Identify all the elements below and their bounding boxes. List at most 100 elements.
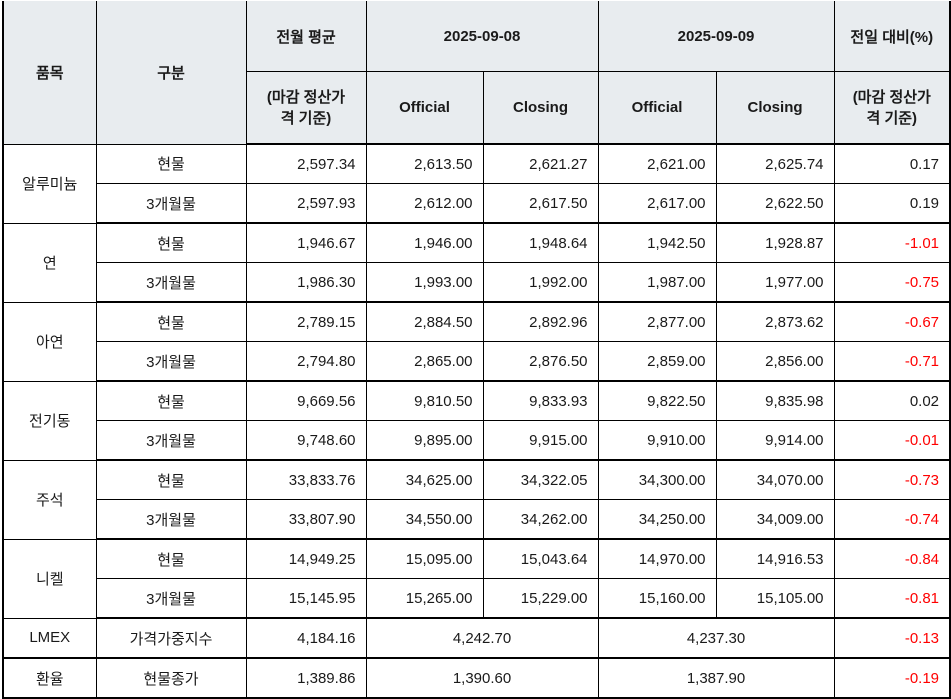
header-change: 전일 대비(%) (833, 1, 951, 72)
d1-closing-cell: 9,833.93 (482, 380, 599, 421)
prev-avg-cell: 2,794.80 (245, 341, 367, 382)
table-row: 3개월물 33,807.90 34,550.00 34,262.00 34,25… (3, 499, 951, 540)
change-cell: -0.74 (833, 499, 951, 540)
category-cell: 현물 (95, 143, 247, 184)
d2-official-cell: 9,910.00 (597, 420, 717, 461)
table-row: 3개월물 9,748.60 9,895.00 9,915.00 9,910.00… (3, 420, 951, 461)
table-row: LMEX 가격가중지수 4,184.16 4,242.70 4,237.30 -… (2, 617, 951, 659)
d1-official-cell: 2,865.00 (365, 341, 484, 382)
item-cell: 주석 (2, 459, 97, 540)
category-cell: 현물 (95, 301, 247, 342)
table-row: 주석 현물 33,833.76 34,625.00 34,322.05 34,3… (2, 459, 951, 540)
d2-closing-cell: 2,625.74 (715, 143, 835, 184)
prev-avg-cell: 1,986.30 (245, 262, 367, 303)
d1-closing-cell: 2,617.50 (482, 183, 599, 224)
category-cell: 3개월물 (95, 499, 247, 540)
table-row: 알루미늄 현물 2,597.34 2,613.50 2,621.27 2,621… (2, 143, 951, 224)
change-cell: 0.17 (833, 143, 951, 184)
table-row: 환율 현물종가 1,389.86 1,390.60 1,387.90 -0.19 (2, 657, 951, 699)
table-row: 3개월물 15,145.95 15,265.00 15,229.00 15,16… (3, 578, 951, 619)
d2-official-cell: 15,160.00 (597, 578, 717, 619)
d1-official-cell: 34,625.00 (365, 459, 484, 500)
item-cell: 알루미늄 (2, 143, 97, 224)
prev-avg-cell: 2,597.34 (245, 143, 367, 184)
d1-closing-cell: 1,948.64 (482, 222, 599, 263)
d1-closing-cell: 15,229.00 (482, 578, 599, 619)
category-cell: 현물 (95, 222, 247, 263)
header-change-sub: (마감 정산가 격 기준) (833, 71, 951, 145)
d1-closing-cell: 2,892.96 (482, 301, 599, 342)
d1-official-cell: 1,946.00 (365, 222, 484, 263)
d1-official-cell: 2,884.50 (365, 301, 484, 342)
change-cell: -0.71 (833, 341, 951, 382)
header-date2-official: Official (597, 71, 717, 145)
d1-official-cell: 15,095.00 (365, 538, 484, 579)
d2-merged-cell: 4,237.30 (597, 617, 835, 659)
header-date1-closing: Closing (482, 71, 599, 145)
prev-avg-cell: 1,946.67 (245, 222, 367, 263)
category-cell: 현물 (95, 459, 247, 500)
d1-closing-cell: 34,262.00 (482, 499, 599, 540)
d2-closing-cell: 9,914.00 (715, 420, 835, 461)
category-cell: 3개월물 (95, 420, 247, 461)
d2-closing-cell: 2,856.00 (715, 341, 835, 382)
header-date1-official: Official (365, 71, 484, 145)
category-cell: 가격가중지수 (95, 617, 247, 659)
d2-closing-cell: 1,977.00 (715, 262, 835, 303)
d2-official-cell: 2,617.00 (597, 183, 717, 224)
change-cell: -0.67 (833, 301, 951, 342)
item-cell: LMEX (2, 617, 97, 659)
d2-closing-cell: 2,873.62 (715, 301, 835, 342)
d1-closing-cell: 15,043.64 (482, 538, 599, 579)
category-cell: 현물 (95, 380, 247, 421)
prev-avg-cell: 2,789.15 (245, 301, 367, 342)
header-date1: 2025-09-08 (365, 1, 599, 72)
change-cell: -0.84 (833, 538, 951, 579)
d2-closing-cell: 34,009.00 (715, 499, 835, 540)
header-prev-avg-sub: (마감 정산가 격 기준) (245, 71, 367, 145)
d1-closing-cell: 2,621.27 (482, 143, 599, 184)
item-cell: 환율 (2, 657, 97, 699)
d2-closing-cell: 34,070.00 (715, 459, 835, 500)
d2-official-cell: 9,822.50 (597, 380, 717, 421)
change-cell: -0.75 (833, 262, 951, 303)
change-cell: -0.01 (833, 420, 951, 461)
d1-official-cell: 9,895.00 (365, 420, 484, 461)
table-row: 3개월물 2,794.80 2,865.00 2,876.50 2,859.00… (3, 341, 951, 382)
change-cell: -0.19 (833, 657, 951, 699)
header-prev-avg: 전월 평균 (245, 1, 367, 72)
d1-merged-cell: 4,242.70 (365, 617, 599, 659)
item-cell: 아연 (2, 301, 97, 382)
table-row: 연 현물 1,946.67 1,946.00 1,948.64 1,942.50… (2, 222, 951, 303)
d2-official-cell: 34,250.00 (597, 499, 717, 540)
d2-closing-cell: 9,835.98 (715, 380, 835, 421)
category-cell: 3개월물 (95, 341, 247, 382)
d2-official-cell: 1,942.50 (597, 222, 717, 263)
d1-official-cell: 15,265.00 (365, 578, 484, 619)
d2-official-cell: 1,987.00 (597, 262, 717, 303)
prev-avg-cell: 9,748.60 (245, 420, 367, 461)
d2-closing-cell: 2,622.50 (715, 183, 835, 224)
prev-avg-cell: 33,807.90 (245, 499, 367, 540)
category-cell: 3개월물 (95, 183, 247, 224)
d1-official-cell: 9,810.50 (365, 380, 484, 421)
d2-closing-cell: 15,105.00 (715, 578, 835, 619)
prev-avg-cell: 33,833.76 (245, 459, 367, 500)
d1-closing-cell: 9,915.00 (482, 420, 599, 461)
d1-official-cell: 2,612.00 (365, 183, 484, 224)
d1-official-cell: 34,550.00 (365, 499, 484, 540)
d1-closing-cell: 2,876.50 (482, 341, 599, 382)
table-row: 아연 현물 2,789.15 2,884.50 2,892.96 2,877.0… (2, 301, 951, 382)
table-row: 3개월물 1,986.30 1,993.00 1,992.00 1,987.00… (3, 262, 951, 303)
d1-closing-cell: 34,322.05 (482, 459, 599, 500)
item-cell: 전기동 (2, 380, 97, 461)
prev-avg-cell: 2,597.93 (245, 183, 367, 224)
change-cell: -0.81 (833, 578, 951, 619)
d2-official-cell: 34,300.00 (597, 459, 717, 500)
prev-avg-cell: 1,389.86 (245, 657, 367, 699)
item-cell: 연 (2, 222, 97, 303)
header-item: 품목 (2, 1, 97, 145)
prev-avg-cell: 9,669.56 (245, 380, 367, 421)
d2-official-cell: 14,970.00 (597, 538, 717, 579)
header-category: 구분 (95, 1, 247, 145)
